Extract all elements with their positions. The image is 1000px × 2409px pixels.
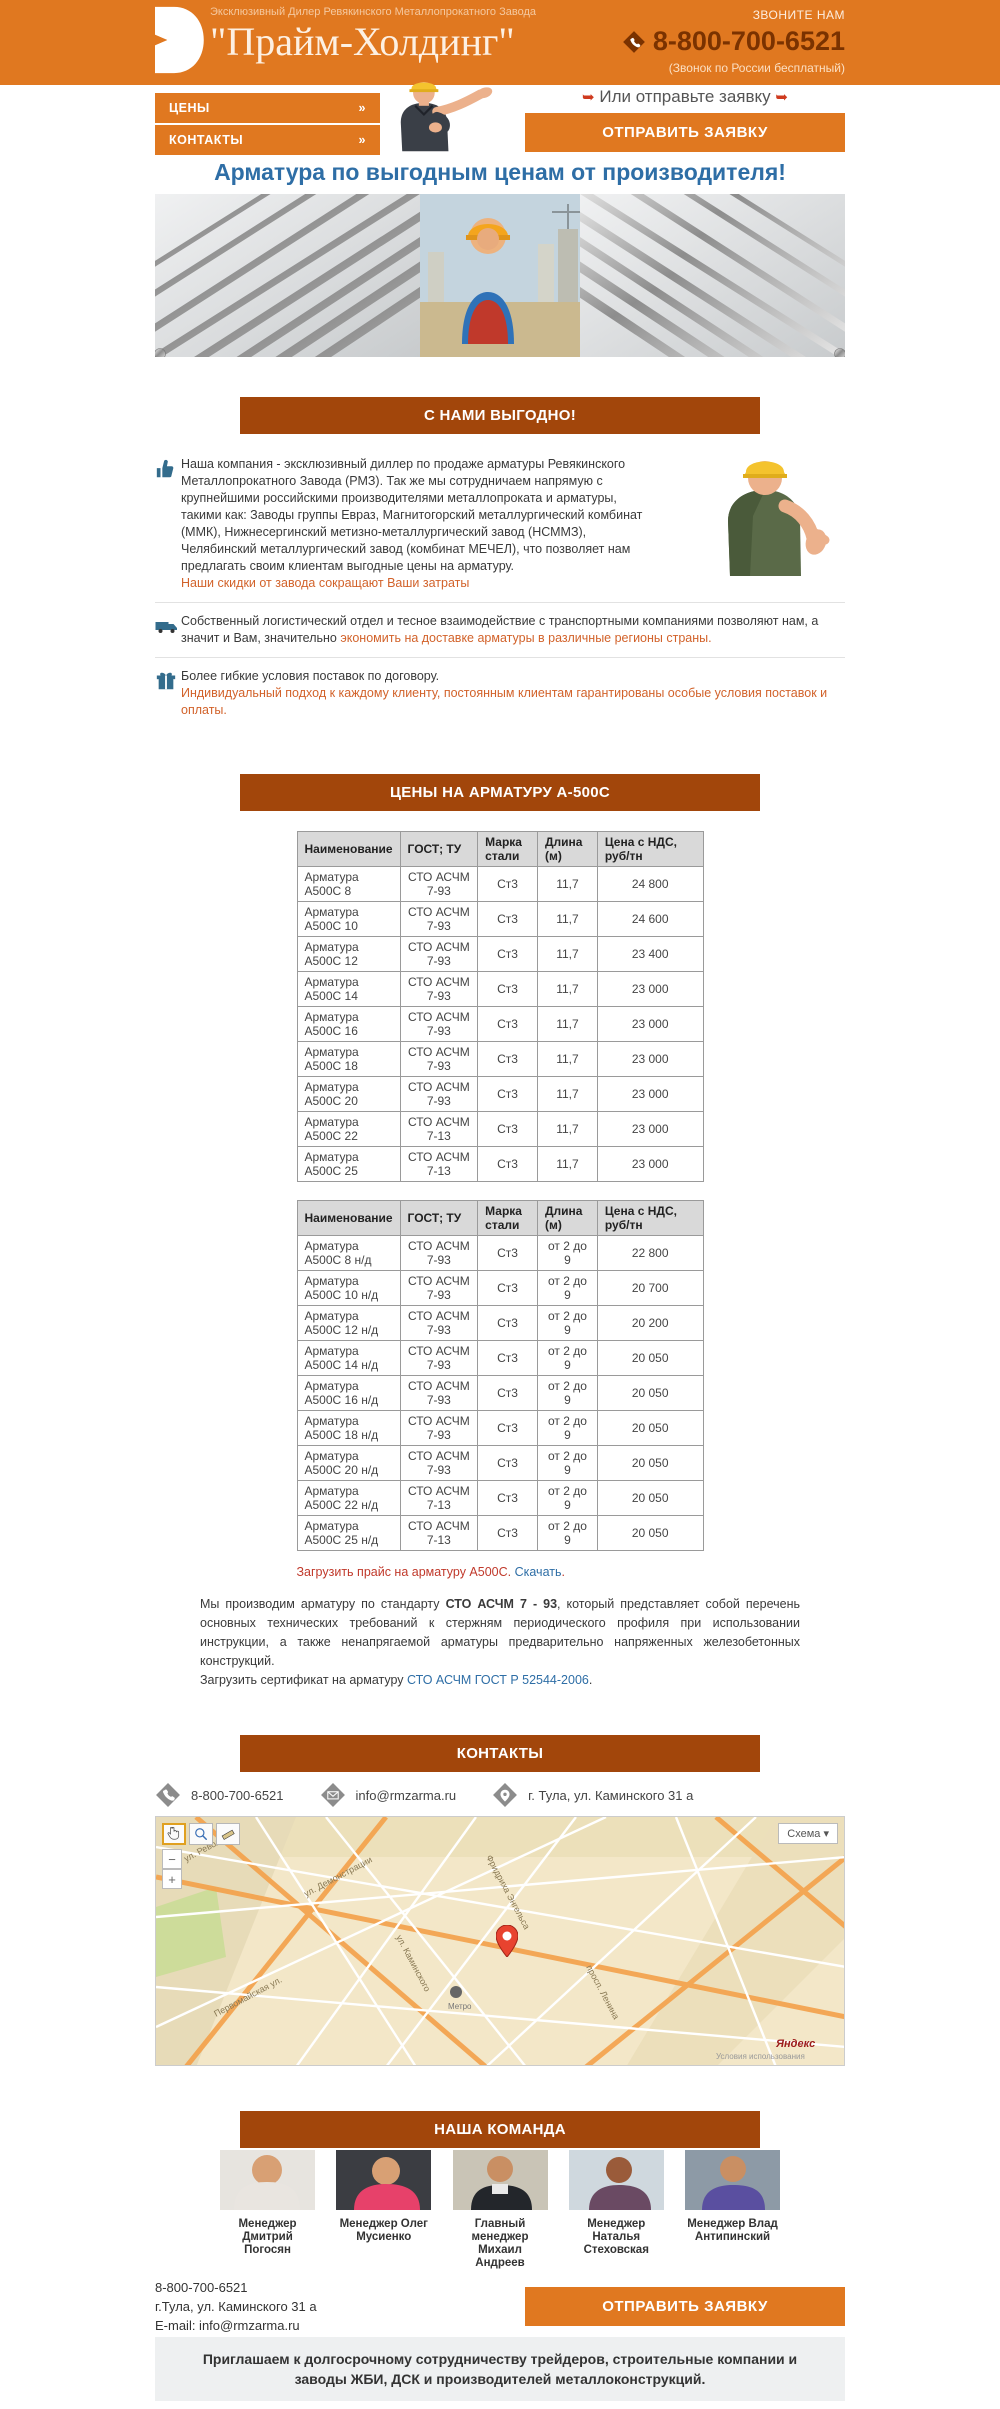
svg-text:Метро: Метро — [448, 2002, 472, 2011]
svg-text:Условия использования: Условия использования — [716, 2052, 805, 2061]
svg-text:Яндекс: Яндекс — [775, 2038, 815, 2050]
